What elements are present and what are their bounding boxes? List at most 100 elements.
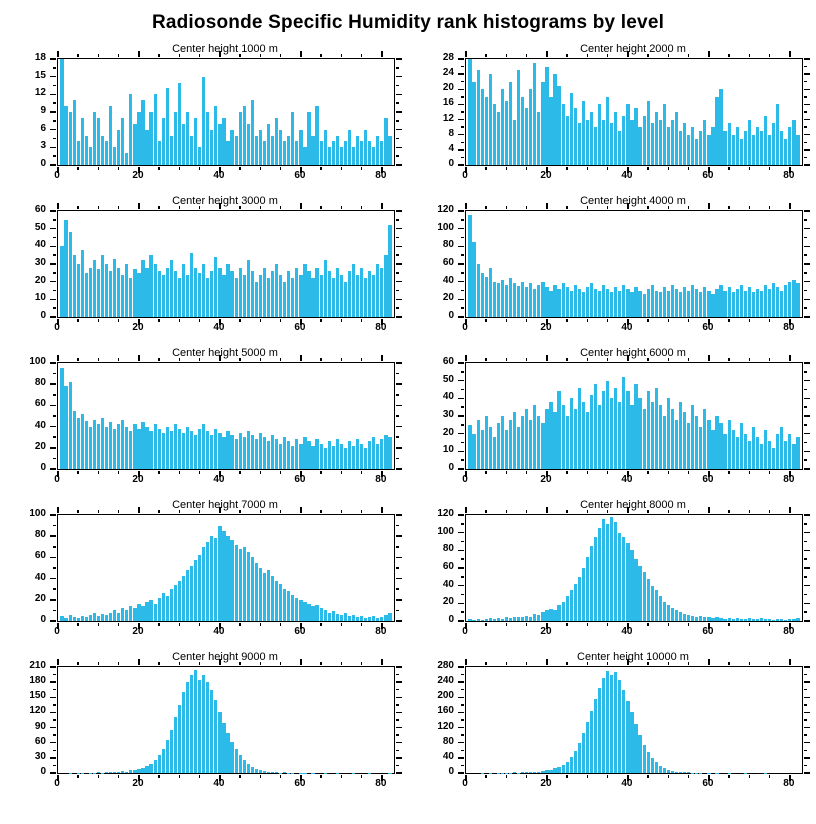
tick-mark xyxy=(606,206,609,210)
histogram-bar xyxy=(202,424,206,469)
tick-mark xyxy=(748,54,751,58)
tick-mark xyxy=(803,289,807,292)
histogram-bar xyxy=(537,112,541,165)
histogram-bar xyxy=(662,768,666,773)
tick-mark xyxy=(803,58,810,60)
histogram-bar xyxy=(735,618,739,621)
tick-mark xyxy=(803,388,807,391)
tick-mark xyxy=(803,558,807,560)
y-axis-label: 20 xyxy=(34,440,46,452)
y-axis-label: 60 xyxy=(34,398,46,410)
tick-mark xyxy=(461,96,465,98)
tick-mark xyxy=(458,103,465,106)
histogram-bar xyxy=(279,772,283,773)
histogram-bar xyxy=(687,423,691,469)
tick-mark xyxy=(458,757,465,759)
histogram-bar xyxy=(165,267,169,317)
histogram-bar xyxy=(678,771,683,773)
tick-mark xyxy=(381,51,383,58)
tick-mark xyxy=(50,164,57,166)
histogram-bar xyxy=(533,771,537,773)
histogram-bar xyxy=(60,59,64,165)
tick-mark xyxy=(461,141,465,144)
histogram-bar xyxy=(557,605,561,621)
tick-mark xyxy=(525,54,528,58)
histogram-bar xyxy=(291,112,295,165)
tick-mark xyxy=(50,93,57,96)
histogram-bar xyxy=(181,123,186,165)
tick-mark xyxy=(117,510,120,514)
tick-mark xyxy=(97,470,100,474)
histogram-bar xyxy=(549,290,553,317)
histogram-bar xyxy=(699,130,703,165)
histogram-panel: Center height 2000 m 0 4 8 12 16 20 24 28 0 20 40 60… xyxy=(408,42,816,194)
histogram-bar xyxy=(687,614,691,621)
histogram-bar xyxy=(711,618,715,621)
histogram-bar xyxy=(759,130,764,165)
tick-mark xyxy=(647,358,649,362)
histogram-bar xyxy=(792,119,796,165)
histogram-bar xyxy=(343,447,348,469)
histogram-bar xyxy=(504,430,509,469)
tick-mark xyxy=(461,272,465,274)
histogram-bar xyxy=(153,424,157,469)
histogram-bar xyxy=(767,619,772,621)
histogram-bar xyxy=(242,437,246,469)
x-axis-label: 80 xyxy=(783,322,795,333)
histogram-bar xyxy=(137,768,141,773)
histogram-bar xyxy=(384,435,388,469)
histogram-bar xyxy=(76,141,80,165)
tick-mark xyxy=(728,358,730,362)
histogram-bar xyxy=(634,723,638,773)
tick-mark xyxy=(586,470,589,474)
x-axis-label: 20 xyxy=(132,170,144,181)
tick-mark xyxy=(505,318,508,322)
tick-mark xyxy=(395,734,399,736)
histogram-bar xyxy=(194,669,198,773)
tick-mark xyxy=(627,203,629,210)
tick-mark xyxy=(458,432,465,435)
tick-mark xyxy=(53,272,57,274)
histogram-bar xyxy=(307,271,311,317)
tick-mark xyxy=(53,155,57,157)
histogram-bar xyxy=(642,115,646,165)
histogram-bar xyxy=(133,123,137,165)
tick-mark xyxy=(667,774,670,778)
histogram-bar xyxy=(759,618,764,621)
x-axis-label: 0 xyxy=(462,170,468,181)
histogram-panel: Center height 4000 m 0 20 40 60 80 100 120 0 20 40… xyxy=(408,194,816,346)
histogram-bar xyxy=(92,772,97,773)
tick-mark xyxy=(525,510,528,514)
tick-mark xyxy=(803,764,807,767)
histogram-bar xyxy=(569,590,573,621)
tick-mark xyxy=(395,280,402,283)
histogram-bar xyxy=(602,391,606,469)
tick-mark xyxy=(320,470,322,474)
histogram-bar xyxy=(270,435,275,469)
histogram-bar xyxy=(323,447,327,469)
tick-mark xyxy=(708,470,710,477)
y-axis-label: 60 xyxy=(34,550,46,562)
y-axis-label: 0 xyxy=(448,462,454,473)
histogram-panel: Center height 3000 m 0 10 20 30 40 50 60 0 20 40 60… xyxy=(0,194,408,346)
histogram-bar xyxy=(533,62,537,165)
histogram-bar xyxy=(287,441,291,469)
tick-mark xyxy=(300,470,302,477)
tick-mark xyxy=(465,203,467,210)
tick-mark xyxy=(458,666,465,668)
histogram-bar xyxy=(751,426,756,469)
histogram-bar xyxy=(173,112,177,165)
histogram-bar xyxy=(157,428,161,469)
histogram-bar xyxy=(577,288,581,317)
tick-mark xyxy=(728,206,730,210)
tick-mark xyxy=(566,206,568,210)
tick-mark xyxy=(279,622,282,626)
histogram-bar xyxy=(287,591,291,621)
tick-mark xyxy=(606,166,609,170)
tick-mark xyxy=(667,662,670,666)
y-axis-label: 80 xyxy=(442,735,454,747)
tick-mark xyxy=(395,272,399,274)
tick-mark xyxy=(340,662,343,666)
tick-mark xyxy=(279,166,282,170)
x-axis-label: 0 xyxy=(462,778,468,789)
